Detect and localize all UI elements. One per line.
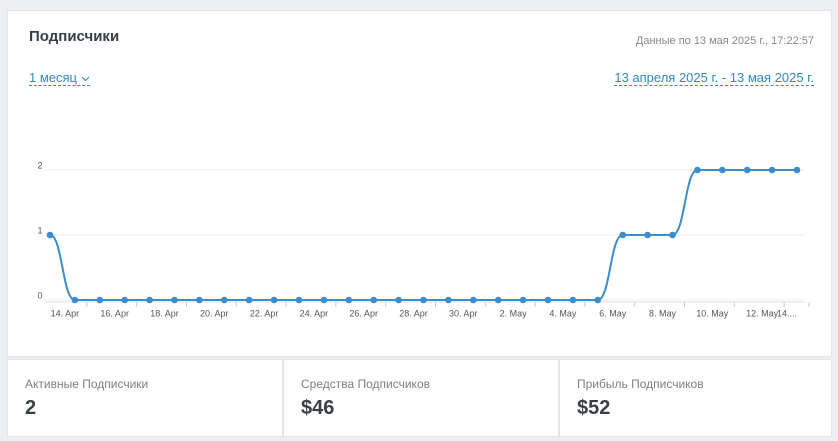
stat-value: $52 xyxy=(577,397,611,419)
point xyxy=(719,166,726,174)
x-tick-label: 12. May xyxy=(746,308,779,318)
chart: 0 1 2 14. Apr 16. Apr 18. Apr 20. Apr 22. Apr 24… xyxy=(37,160,810,318)
point xyxy=(320,296,328,304)
point xyxy=(196,296,203,304)
point xyxy=(619,231,626,239)
stat-value: $46 xyxy=(301,397,335,419)
x-tick-label: 22. Apr xyxy=(250,308,279,318)
updated: Данные по 13 мая 2025 г., 17:22:57 xyxy=(635,35,814,47)
stat-value: 2 xyxy=(25,397,37,419)
y-tick-label: 0 xyxy=(37,290,42,300)
x-tick-label: 6. May xyxy=(599,308,627,318)
point xyxy=(96,296,104,304)
point xyxy=(793,166,801,174)
x-tick-label: 14.... xyxy=(777,308,797,318)
point xyxy=(295,296,303,304)
point xyxy=(221,296,228,304)
period-select[interactable]: 1 месяц xyxy=(29,70,90,86)
point xyxy=(395,296,402,304)
point xyxy=(245,296,253,304)
point xyxy=(420,296,427,304)
y-tick-label: 2 xyxy=(37,160,42,170)
x-tick-label: 20. Apr xyxy=(200,308,229,318)
point xyxy=(345,296,353,304)
x-tick-label: 30. Apr xyxy=(449,308,478,318)
stat: Средства Подписчиков $46 xyxy=(283,359,559,437)
x-tick-label: 10. May xyxy=(696,308,729,318)
date-range[interactable]: 13 апреля 2025 г. - 13 мая 2025 г. xyxy=(614,70,814,86)
y-tick-label: 1 xyxy=(37,225,42,235)
point xyxy=(146,296,153,304)
point xyxy=(743,166,751,174)
x-tick-label: 2. May xyxy=(500,308,528,318)
point xyxy=(46,231,54,239)
point xyxy=(270,296,278,304)
chevron xyxy=(81,76,89,82)
point xyxy=(519,296,527,304)
x-tick-label: 4. May xyxy=(549,308,577,318)
point xyxy=(494,296,502,304)
point xyxy=(121,296,128,304)
point xyxy=(445,296,452,304)
period[interactable]: 1 месяц xyxy=(29,70,77,85)
point xyxy=(694,166,701,174)
point xyxy=(171,296,178,304)
point xyxy=(569,296,577,304)
x-tick-label: 28. Apr xyxy=(399,308,428,318)
stat: Прибыль Подписчиков $52 xyxy=(559,359,832,437)
point xyxy=(470,296,477,304)
point xyxy=(370,296,378,304)
x-tick-label: 16. Apr xyxy=(100,308,129,318)
point xyxy=(594,296,602,304)
point xyxy=(669,231,676,239)
point xyxy=(544,296,552,304)
point xyxy=(644,231,651,239)
x-tick-label: 8. May xyxy=(649,308,677,318)
stat: Активные Подписчики 2 xyxy=(7,359,283,437)
x-tick-label: 24. Apr xyxy=(300,308,329,318)
x-tick-label: 14. Apr xyxy=(51,308,80,318)
stat-label: Прибыль Подписчиков xyxy=(577,377,704,391)
point xyxy=(768,166,776,174)
stat-label: Активные Подписчики xyxy=(25,377,149,391)
stat-label: Средства Подписчиков xyxy=(301,377,430,391)
x-tick-label: 26. Apr xyxy=(349,308,378,318)
title: Подписчики xyxy=(29,28,120,45)
x-tick-label: 18. Apr xyxy=(150,308,179,318)
point xyxy=(71,296,79,304)
